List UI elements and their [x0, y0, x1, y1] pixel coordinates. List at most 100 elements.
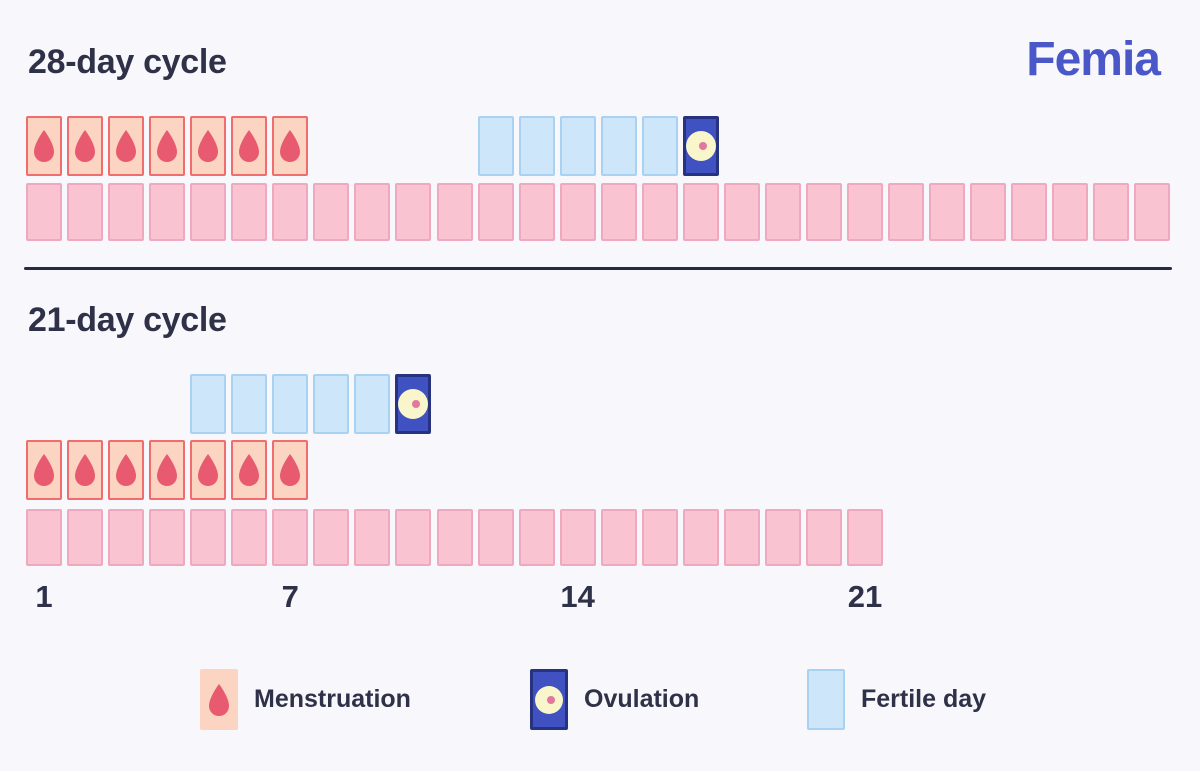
day-cell-fertile: [641, 116, 678, 176]
blood-drop-icon: [116, 130, 137, 162]
blood-drop-icon: [157, 130, 178, 162]
day-cell-day: [67, 509, 104, 566]
axis-label-day-14: 14: [560, 579, 595, 614]
blood-drop-icon: [34, 130, 54, 162]
day-cell-day: [764, 183, 801, 241]
day-cell-menstruation: [67, 116, 104, 176]
day-cell-day: [108, 183, 145, 241]
day-cell-day: [518, 509, 555, 566]
legend-label-ovulation: Ovulation: [584, 685, 700, 713]
blood-drop-icon: [75, 454, 96, 486]
day-cell-menstruation: [26, 116, 62, 176]
day-cell-day: [26, 183, 62, 241]
day-cell-menstruation: [149, 440, 186, 500]
day-cell-day: [354, 183, 391, 241]
legend-item-menstruation: Menstruation: [200, 669, 411, 730]
day-cell-fertile: [231, 374, 268, 434]
day-cell-fertile: [354, 374, 391, 434]
day-cell-day: [272, 183, 309, 241]
blood-drop-icon: [209, 683, 229, 716]
day-cell-day: [929, 183, 966, 241]
ovum-dot: [699, 142, 708, 150]
blood-drop-icon: [280, 454, 301, 486]
ovum-dot: [547, 695, 556, 704]
blood-drop-icon: [75, 130, 96, 162]
day-cell-day: [395, 183, 432, 241]
blood-drop-icon: [34, 454, 54, 486]
day-cell-fertile: [477, 116, 514, 176]
day-cell-day: [723, 183, 760, 241]
day-cell-day: [600, 509, 637, 566]
day-cell-day: [847, 183, 883, 241]
day-cell-menstruation: [108, 116, 145, 176]
day-cell-day: [600, 183, 637, 241]
day-cell-day: [641, 509, 678, 566]
day-cell-menstruation: [272, 116, 309, 176]
day-cell-day: [641, 183, 678, 241]
day-cell-fertile: [190, 374, 227, 434]
day-cell-menstruation: [190, 440, 227, 500]
day-cell-day: [313, 509, 350, 566]
day-cell-fertile: [518, 116, 555, 176]
day-cell-fertile: [600, 116, 637, 176]
blood-drop-icon: [239, 454, 260, 486]
day-cell-day: [272, 509, 309, 566]
day-cell-day: [354, 509, 391, 566]
menstruation-swatch: [200, 669, 238, 730]
day-cell-day: [518, 183, 555, 241]
femia-logo: Femia: [1026, 33, 1161, 86]
blood-drop-icon: [116, 454, 137, 486]
axis-label-day-21: 21: [847, 579, 883, 614]
day-cell-day: [231, 509, 268, 566]
day-cell-menstruation: [26, 440, 62, 500]
section-title-21-day-cycle: 21-day cycle: [28, 301, 227, 339]
day-cell-day: [477, 509, 514, 566]
day-cell-day: [805, 509, 842, 566]
blood-drop-icon: [198, 454, 219, 486]
day-cell-day: [231, 183, 268, 241]
blood-drop-icon: [239, 130, 260, 162]
day-cell-day: [723, 509, 760, 566]
section-title-28-day-cycle: 28-day cycle: [28, 43, 227, 81]
day-cell-menstruation: [272, 440, 309, 500]
day-cell-menstruation: [231, 116, 268, 176]
day-cell-day: [559, 183, 596, 241]
legend-label-menstruation: Menstruation: [254, 685, 411, 713]
day-cell-menstruation: [67, 440, 104, 500]
ovum-icon: [398, 389, 429, 419]
day-cell-ovulation: [682, 116, 719, 176]
day-cell-day: [1093, 183, 1130, 241]
day-cell-fertile: [272, 374, 309, 434]
day-cell-day: [682, 183, 719, 241]
blood-drop-icon: [198, 130, 219, 162]
day-cell-menstruation: [231, 440, 268, 500]
day-cell-day: [1011, 183, 1048, 241]
day-cell-day: [67, 183, 104, 241]
day-cell-day: [149, 183, 186, 241]
day-cell-day: [313, 183, 350, 241]
day-cell-fertile: [559, 116, 596, 176]
axis-label-day-7: 7: [281, 579, 299, 614]
day-cell-day: [436, 183, 473, 241]
ovum-dot: [411, 400, 420, 408]
day-cell-day: [149, 509, 186, 566]
day-cell-day: [1052, 183, 1089, 241]
legend-item-ovulation: Ovulation: [530, 669, 699, 730]
day-cell-day: [395, 509, 432, 566]
day-cell-menstruation: [190, 116, 227, 176]
day-cell-day: [805, 183, 842, 241]
blood-drop-icon: [157, 454, 178, 486]
axis-label-day-1: 1: [35, 579, 53, 614]
day-cell-day: [108, 509, 145, 566]
day-cell-day: [436, 509, 473, 566]
day-cell-day: [190, 509, 227, 566]
day-cell-day: [1134, 183, 1171, 241]
day-cell-day: [764, 509, 801, 566]
legend-item-fertile-day: Fertile day: [807, 669, 986, 730]
day-cell-day: [888, 183, 925, 241]
ovulation-swatch: [530, 669, 568, 730]
legend-label-fertile-day: Fertile day: [861, 685, 987, 713]
fertile-day-swatch: [807, 669, 845, 730]
day-cell-day: [847, 509, 883, 566]
section-divider: [24, 267, 1172, 270]
